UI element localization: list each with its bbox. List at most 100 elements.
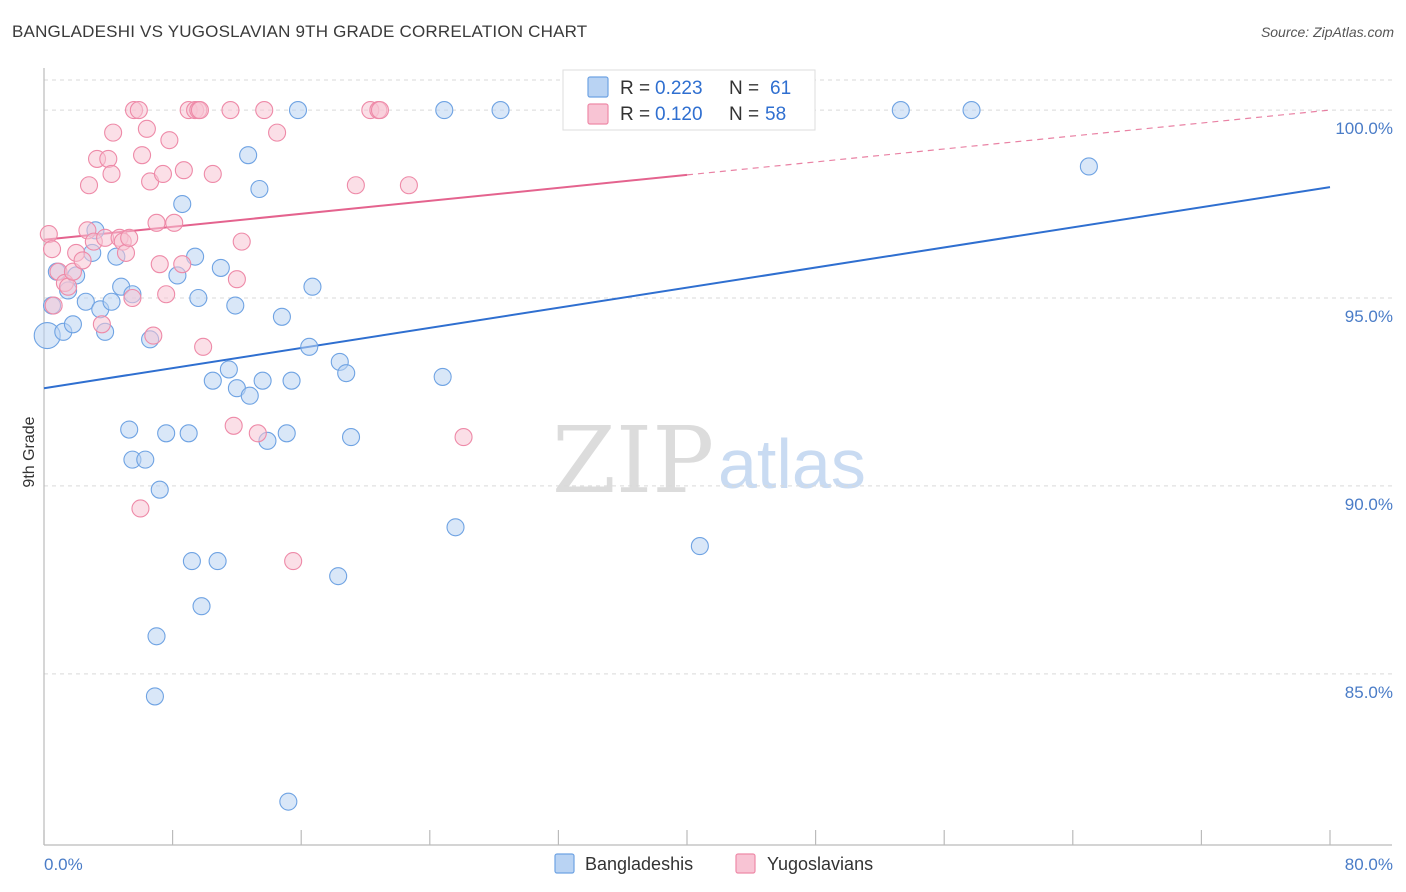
point-yugoslavians bbox=[248, 424, 267, 443]
y-tick-label: 95.0% bbox=[1345, 307, 1393, 326]
point-yugoslavians bbox=[59, 277, 78, 296]
point-bangladeshis bbox=[150, 480, 169, 499]
point-yugoslavians bbox=[99, 149, 118, 168]
point-bangladeshis bbox=[157, 424, 176, 443]
point-yugoslavians bbox=[144, 326, 163, 345]
point-yugoslavians bbox=[165, 213, 184, 232]
point-yugoslavians bbox=[147, 213, 166, 232]
point-bangladeshis bbox=[226, 296, 245, 315]
point-yugoslavians bbox=[173, 255, 192, 274]
point-yugoslavians bbox=[232, 232, 251, 251]
point-yugoslavians bbox=[203, 164, 222, 184]
legend-r-value-2: 0.120 bbox=[655, 104, 703, 125]
point-bangladeshis bbox=[136, 450, 155, 469]
point-yugoslavians bbox=[346, 176, 365, 195]
point-bangladeshis bbox=[145, 687, 164, 706]
point-bangladeshis bbox=[690, 537, 709, 556]
point-yugoslavians bbox=[227, 270, 246, 289]
point-yugoslavians bbox=[194, 337, 213, 356]
point-yugoslavians bbox=[42, 240, 62, 259]
point-bangladeshis bbox=[63, 315, 82, 334]
point-yugoslavians bbox=[116, 243, 136, 262]
point-bangladeshis bbox=[239, 146, 258, 165]
point-bangladeshis bbox=[192, 597, 211, 616]
point-bangladeshis bbox=[173, 194, 192, 214]
point-yugoslavians bbox=[190, 101, 209, 120]
point-bangladeshis bbox=[337, 364, 356, 383]
point-bangladeshis bbox=[282, 371, 301, 390]
legend-n-value-2: 58 bbox=[765, 104, 786, 125]
point-yugoslavians bbox=[174, 161, 193, 180]
point-bangladeshis bbox=[329, 567, 348, 586]
y-tick-label: 90.0% bbox=[1345, 495, 1393, 514]
point-bangladeshis bbox=[102, 292, 121, 311]
y-tick-label: 85.0% bbox=[1345, 683, 1393, 702]
point-bangladeshis bbox=[303, 277, 322, 296]
point-bangladeshis bbox=[219, 360, 238, 379]
stats-legend: R = 0.223 N = 61 R = 0.120 N = 58 bbox=[562, 69, 816, 131]
trend-line-yugoslavians bbox=[43, 173, 688, 241]
bottom-legend-swatch-blue bbox=[554, 853, 575, 874]
point-bangladeshis bbox=[277, 424, 296, 443]
point-bangladeshis bbox=[147, 627, 166, 646]
point-yugoslavians bbox=[92, 315, 111, 334]
bottom-legend-yugoslavians: Yugoslavians bbox=[767, 854, 873, 874]
point-yugoslavians bbox=[221, 101, 240, 120]
point-yugoslavians bbox=[120, 228, 139, 247]
point-yugoslavians bbox=[129, 101, 148, 120]
point-bangladeshis bbox=[203, 371, 222, 390]
watermark-zip: ZIP bbox=[552, 407, 714, 514]
series-legend: Bangladeshis Yugoslavians bbox=[554, 853, 873, 874]
point-bangladeshis bbox=[250, 179, 269, 199]
point-yugoslavians bbox=[137, 119, 156, 138]
point-yugoslavians bbox=[123, 288, 142, 308]
point-bangladeshis bbox=[179, 424, 198, 443]
x-tick-label: 0.0% bbox=[44, 855, 83, 874]
legend-r-value-1: 0.223 bbox=[655, 78, 703, 99]
point-yugoslavians bbox=[255, 101, 274, 120]
point-yugoslavians bbox=[370, 101, 390, 120]
legend-swatch-pink bbox=[587, 103, 609, 125]
point-bangladeshis bbox=[891, 101, 910, 120]
chart-title: BANGLADESHI VS YUGOSLAVIAN 9TH GRADE COR… bbox=[12, 22, 588, 41]
legend-r-label-1: R = bbox=[620, 78, 650, 99]
point-bangladeshis bbox=[120, 420, 139, 439]
point-yugoslavians bbox=[79, 176, 99, 195]
trend-line-bangladeshis bbox=[43, 186, 1331, 390]
point-yugoslavians bbox=[39, 225, 58, 244]
point-bangladeshis bbox=[208, 552, 227, 571]
point-bangladeshis bbox=[253, 371, 272, 390]
point-yugoslavians bbox=[157, 285, 176, 304]
point-yugoslavians bbox=[454, 428, 473, 447]
point-bangladeshis bbox=[189, 288, 208, 308]
point-bangladeshis bbox=[341, 428, 361, 447]
point-bangladeshis bbox=[288, 101, 308, 120]
point-yugoslavians bbox=[160, 131, 179, 150]
watermark-atlas: atlas bbox=[718, 425, 866, 503]
gridlines bbox=[44, 79, 1392, 675]
x-tick-label: 80.0% bbox=[1345, 855, 1393, 874]
y-tick-label: 100.0% bbox=[1335, 119, 1393, 138]
bottom-legend-swatch-pink bbox=[735, 853, 756, 874]
point-bangladeshis bbox=[272, 307, 291, 326]
legend-n-value-1: 61 bbox=[770, 78, 791, 99]
point-yugoslavians bbox=[73, 251, 92, 270]
point-bangladeshis bbox=[211, 258, 230, 277]
point-yugoslavians bbox=[44, 296, 63, 315]
point-bangladeshis bbox=[279, 792, 298, 811]
point-bangladeshis bbox=[1079, 157, 1098, 176]
legend-n-label-1: N = bbox=[729, 78, 759, 99]
point-yugoslavians bbox=[150, 255, 169, 274]
legend-swatch-blue bbox=[587, 76, 609, 98]
point-bangladeshis bbox=[491, 101, 510, 120]
point-yugoslavians bbox=[153, 164, 173, 184]
point-yugoslavians bbox=[102, 164, 121, 184]
point-bangladeshis bbox=[76, 292, 95, 311]
point-yugoslavians bbox=[268, 123, 287, 142]
trend-line-extension-yugoslavians bbox=[686, 109, 1331, 176]
point-yugoslavians bbox=[284, 552, 303, 571]
point-bangladeshis bbox=[182, 552, 201, 571]
source-label: Source: ZipAtlas.com bbox=[1260, 24, 1394, 40]
point-bangladeshis bbox=[433, 367, 452, 386]
